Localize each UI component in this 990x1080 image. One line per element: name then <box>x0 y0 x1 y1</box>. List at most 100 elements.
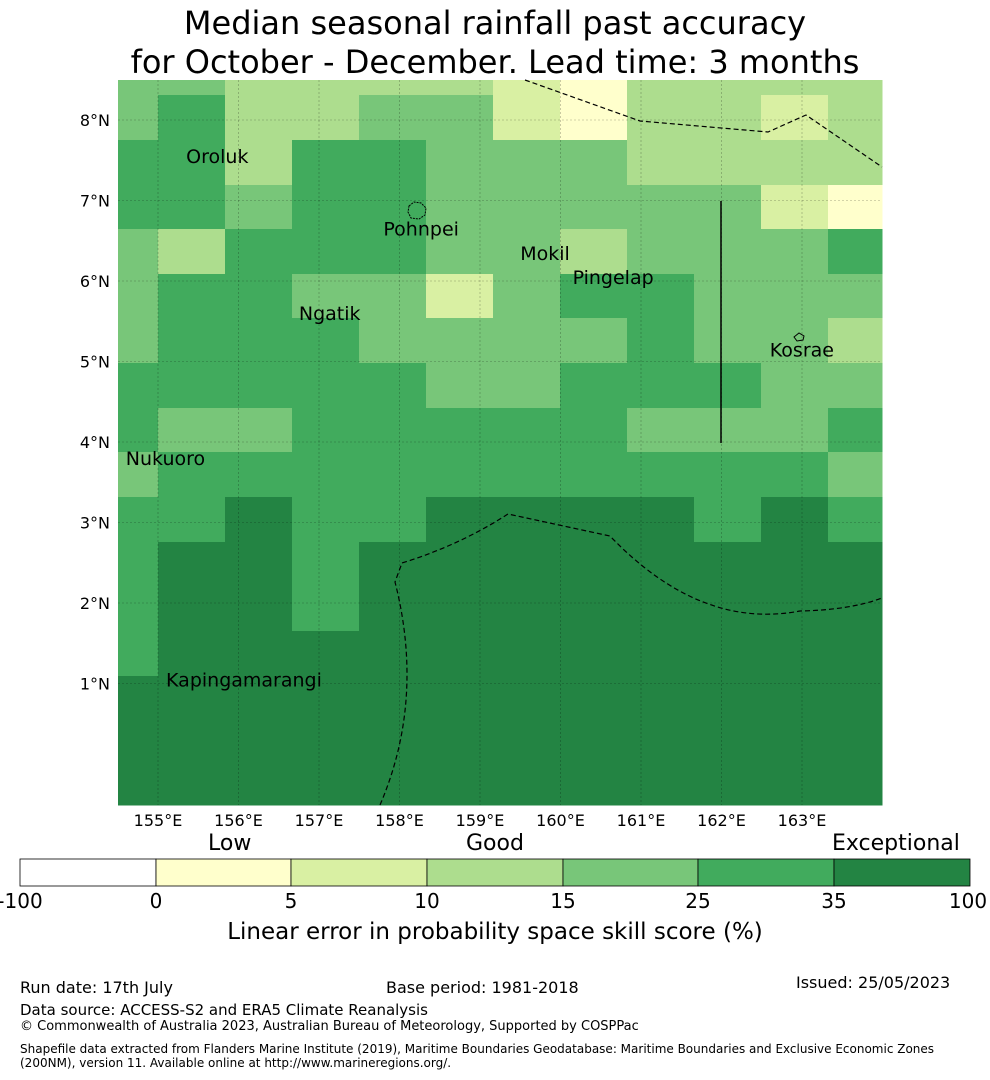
grid-cell <box>560 95 628 141</box>
grid-cell <box>493 586 561 632</box>
grid-cell <box>359 318 427 364</box>
grid-cell <box>426 497 494 543</box>
grid-cell <box>426 452 494 498</box>
grid-cell <box>627 229 695 275</box>
grid-cell <box>761 631 829 677</box>
grid-cell <box>761 452 829 498</box>
grid-cell <box>627 95 695 141</box>
base-period: Base period: 1981-2018 <box>386 978 579 997</box>
kosrae-island-outline <box>793 332 805 342</box>
longitude-label: 155°E <box>134 811 183 830</box>
grid-cell <box>158 452 226 498</box>
grid-cell <box>426 140 494 186</box>
grid-cell <box>560 676 628 721</box>
grid-cell <box>426 586 494 632</box>
grid-cell <box>761 765 829 806</box>
grid-cell <box>118 452 159 498</box>
grid-cell <box>493 274 561 319</box>
grid-cell <box>493 497 561 543</box>
grid-cell <box>828 542 883 587</box>
grid-cell <box>118 229 159 275</box>
colorbar-tick: 100 <box>948 889 988 913</box>
grid-cell <box>627 720 695 766</box>
grid-cell <box>761 676 829 721</box>
legend-category-exceptional: Exceptional <box>832 831 960 856</box>
colorbar-tick: 35 <box>821 889 847 913</box>
grid-cell <box>560 542 628 587</box>
grid-cell <box>694 631 762 677</box>
grid-cell <box>359 497 427 543</box>
grid-cell <box>694 185 762 230</box>
colorbar-segment <box>290 858 428 887</box>
grid-cell <box>761 542 829 587</box>
place-label-pohnpei: Pohnpei <box>383 219 459 241</box>
place-label-nukuoro: Nukuoro <box>126 448 205 470</box>
grid-cell <box>627 318 695 364</box>
grid-cell <box>560 229 628 275</box>
grid-cell <box>292 274 360 319</box>
pohnpei-island-outline <box>407 201 427 220</box>
grid-cell <box>158 80 226 96</box>
grid-cell <box>292 765 360 806</box>
grid-cell <box>225 720 293 766</box>
grid-cell <box>426 274 494 319</box>
grid-cell <box>359 140 427 186</box>
eez-boundaries <box>379 79 883 806</box>
grid-cell <box>761 408 829 453</box>
grid-cell <box>359 80 427 96</box>
grid-cell <box>158 318 226 364</box>
grid-cell <box>828 408 883 453</box>
legend-category-good: Good <box>466 831 524 856</box>
grid-cell <box>426 95 494 141</box>
grid-cell <box>560 720 628 766</box>
grid-cell <box>225 274 293 319</box>
colorbar-segment <box>833 858 971 887</box>
grid-cell <box>694 497 762 543</box>
grid-cell <box>158 497 226 543</box>
latitude-label: 4°N <box>80 433 110 452</box>
grid-cell <box>560 586 628 632</box>
grid-cell <box>560 765 628 806</box>
latitude-label: 8°N <box>80 111 110 130</box>
grid-cell <box>828 140 883 186</box>
grid-cell <box>359 676 427 721</box>
eez-boundary-north <box>524 79 883 168</box>
latitude-label: 3°N <box>80 514 110 533</box>
grid-cell <box>426 408 494 453</box>
grid-cell <box>426 542 494 587</box>
grid-cell <box>627 676 695 721</box>
colorbar-segment <box>697 858 835 887</box>
grid-cell <box>560 140 628 186</box>
colorbar-segment <box>562 858 699 887</box>
map-title: Median seasonal rainfall past accuracy f… <box>0 4 990 82</box>
grid-cell <box>828 452 883 498</box>
island-outlines <box>407 201 805 342</box>
grid-cell <box>761 80 829 96</box>
grid-cell <box>828 497 883 543</box>
grid-cell <box>158 542 226 587</box>
grid-cell <box>694 676 762 721</box>
grid-cell <box>694 140 762 186</box>
grid-cell <box>359 542 427 587</box>
longitude-label: 156°E <box>214 811 263 830</box>
grid-cell <box>292 676 360 721</box>
grid-cell <box>627 185 695 230</box>
grid-cell <box>560 452 628 498</box>
latitude-label: 7°N <box>80 192 110 211</box>
grid-cell <box>761 586 829 632</box>
grid-cell <box>493 676 561 721</box>
grid-cell <box>828 363 883 409</box>
grid-cell <box>292 408 360 453</box>
grid-cell <box>493 318 561 364</box>
grid-cell <box>225 542 293 587</box>
grid-cell <box>118 542 159 587</box>
grid-cell <box>493 452 561 498</box>
grid-cell <box>560 497 628 543</box>
place-label-pingelap: Pingelap <box>573 267 654 289</box>
grid-cell <box>359 229 427 275</box>
grid-cell <box>694 274 762 319</box>
grid-cell <box>158 720 226 766</box>
grid-cell <box>292 185 360 230</box>
grid-cell <box>493 631 561 677</box>
